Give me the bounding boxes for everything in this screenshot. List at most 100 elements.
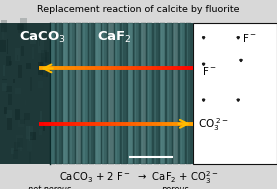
Bar — [56, 23, 62, 164]
Bar — [50, 23, 52, 164]
Bar — [121, 23, 127, 164]
Bar — [15, 48, 20, 61]
Text: Replacement reaction of calcite by fluorite: Replacement reaction of calcite by fluor… — [37, 5, 240, 14]
Bar — [135, 23, 137, 164]
Bar — [43, 122, 45, 131]
Polygon shape — [237, 100, 239, 101]
Bar — [174, 23, 175, 164]
Bar — [30, 38, 36, 44]
Bar — [122, 23, 124, 164]
Bar — [42, 69, 46, 77]
Bar — [39, 36, 40, 46]
Bar — [63, 23, 68, 164]
Bar — [30, 132, 35, 140]
Bar — [2, 79, 7, 83]
Bar — [18, 119, 24, 127]
Circle shape — [202, 63, 205, 65]
Bar — [20, 18, 27, 31]
Bar — [160, 23, 165, 164]
Bar — [89, 23, 94, 164]
Text: CaCO$_3$: CaCO$_3$ — [19, 30, 66, 45]
Bar — [7, 39, 8, 54]
Bar — [6, 56, 11, 66]
Text: F$^-$: F$^-$ — [202, 65, 217, 77]
Bar — [26, 63, 31, 69]
Bar — [0, 23, 193, 164]
Bar — [39, 129, 42, 135]
Text: CaCO$_3$ + 2 F$^-$  →  CaF$_2$ + CO$_3^{2-}$: CaCO$_3$ + 2 F$^-$ → CaF$_2$ + CO$_3^{2-… — [59, 169, 218, 186]
Bar — [44, 25, 51, 33]
Bar — [38, 39, 44, 53]
Bar — [128, 23, 130, 164]
Bar — [57, 23, 59, 164]
Bar — [89, 23, 91, 164]
Bar — [30, 77, 32, 91]
Bar — [108, 23, 114, 164]
Polygon shape — [202, 100, 205, 101]
Bar — [154, 23, 159, 164]
Bar — [102, 23, 104, 164]
Polygon shape — [240, 60, 242, 62]
Text: F$^-$: F$^-$ — [242, 32, 257, 44]
Bar — [24, 113, 30, 120]
Bar — [15, 108, 20, 120]
Bar — [2, 80, 7, 91]
Bar — [166, 23, 172, 164]
Bar — [13, 150, 18, 159]
Bar — [148, 23, 149, 164]
Bar — [173, 23, 178, 164]
Bar — [20, 119, 25, 124]
Bar — [18, 23, 23, 33]
Bar — [8, 94, 12, 105]
Bar — [15, 88, 21, 94]
Bar — [161, 23, 162, 164]
Bar — [1, 20, 7, 32]
Bar — [29, 126, 30, 141]
Text: CaF$_2$: CaF$_2$ — [97, 30, 132, 45]
Text: not porous: not porous — [28, 185, 71, 189]
Circle shape — [239, 59, 243, 61]
Bar — [102, 23, 107, 164]
Bar — [32, 47, 34, 59]
Text: CO$_3^{\ 2-}$: CO$_3^{\ 2-}$ — [198, 116, 229, 133]
Bar — [17, 138, 23, 148]
Bar — [18, 147, 22, 151]
Text: porous: porous — [161, 185, 188, 189]
Bar — [28, 31, 30, 37]
Bar — [134, 23, 140, 164]
Bar — [3, 65, 5, 76]
Bar — [29, 152, 30, 163]
Bar — [27, 136, 32, 151]
Polygon shape — [237, 37, 239, 39]
Bar — [2, 28, 4, 39]
Bar — [0, 164, 277, 189]
Bar — [6, 110, 12, 118]
Bar — [154, 23, 156, 164]
Bar — [128, 23, 133, 164]
Bar — [39, 81, 43, 88]
Bar — [179, 23, 185, 164]
Bar — [11, 148, 14, 154]
Bar — [42, 52, 47, 57]
Bar — [167, 23, 169, 164]
Bar — [141, 23, 143, 164]
Bar — [70, 23, 71, 164]
Bar — [40, 62, 44, 67]
Bar — [0, 40, 6, 52]
Bar — [9, 61, 12, 65]
Bar — [40, 111, 42, 121]
Bar — [193, 23, 277, 164]
Bar — [186, 23, 191, 164]
Bar — [0, 23, 50, 164]
Bar — [147, 23, 152, 164]
Bar — [76, 23, 78, 164]
Bar — [22, 46, 24, 56]
Bar — [18, 65, 22, 78]
Polygon shape — [202, 37, 205, 39]
Bar — [115, 23, 120, 164]
Circle shape — [237, 36, 240, 38]
Bar — [38, 36, 41, 41]
Circle shape — [237, 98, 240, 101]
Bar — [95, 23, 101, 164]
Bar — [115, 23, 117, 164]
